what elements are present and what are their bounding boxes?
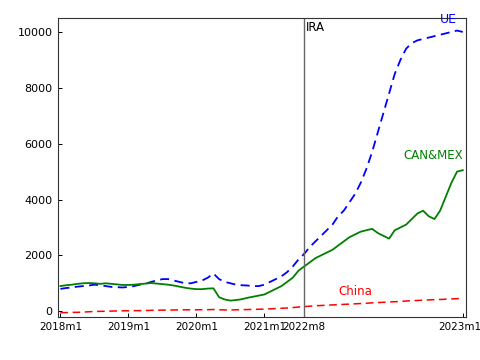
Text: IRA: IRA: [306, 21, 325, 34]
Text: UE: UE: [440, 13, 457, 26]
Text: CAN&MEX: CAN&MEX: [403, 149, 463, 162]
Text: China: China: [338, 285, 372, 298]
